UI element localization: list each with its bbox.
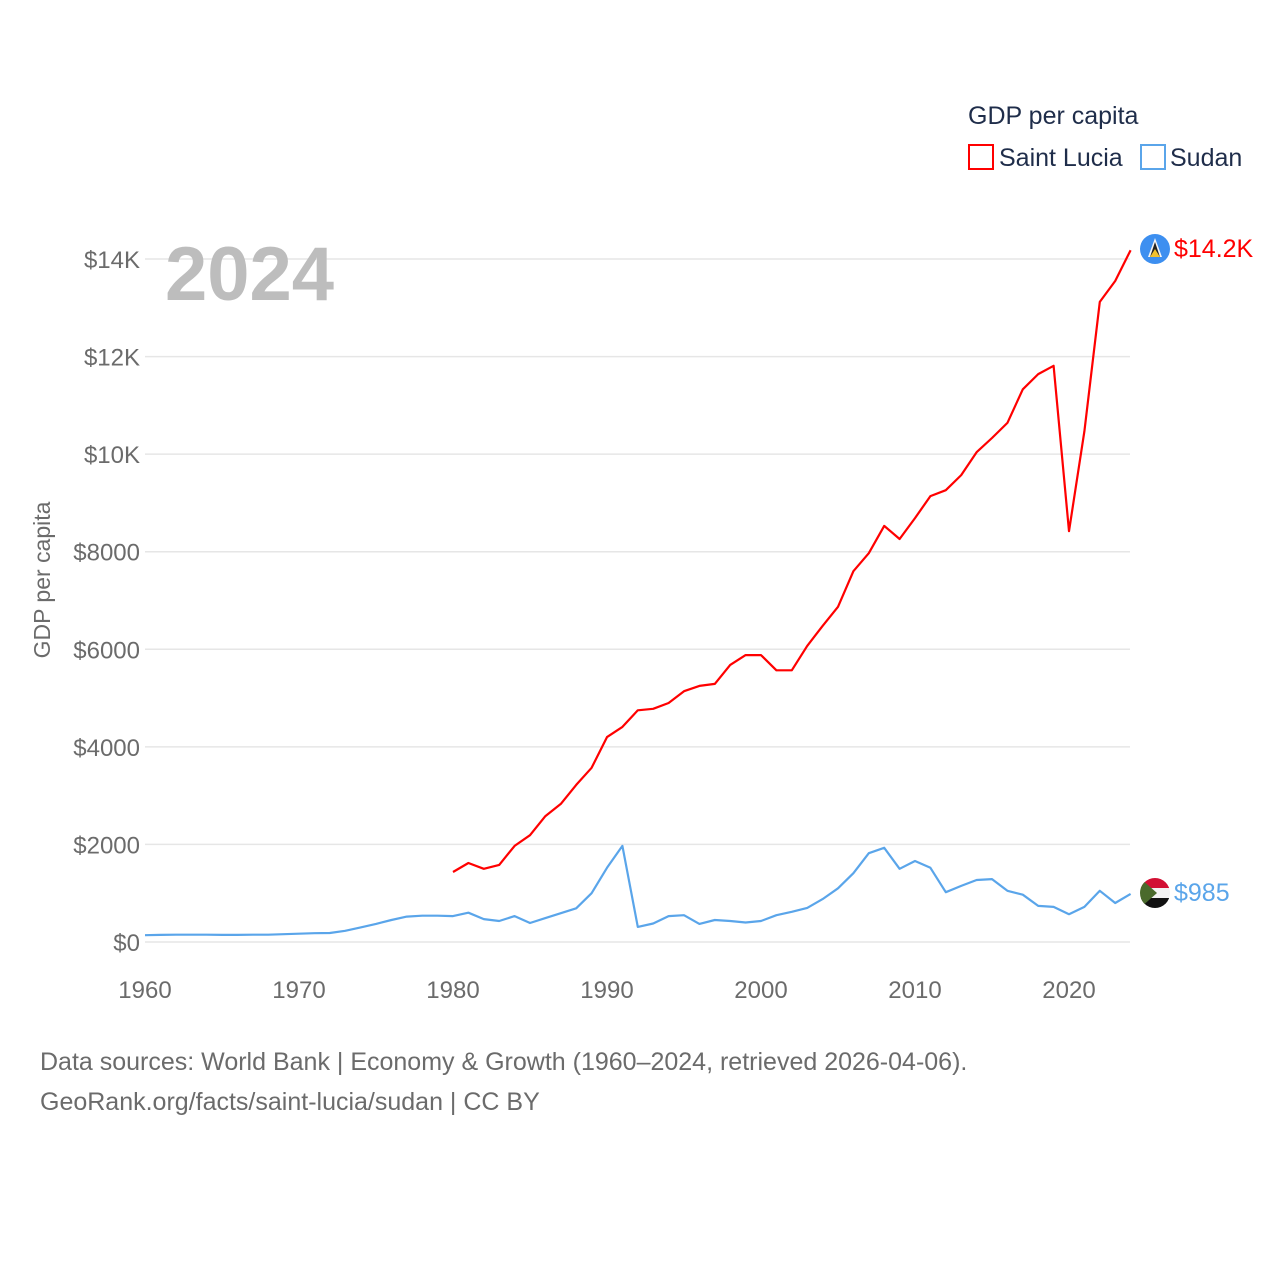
y-tick-label: $14K — [84, 247, 140, 274]
y-tick-label: $10K — [84, 442, 140, 469]
footer: Data sources: World Bank | Economy & Gro… — [40, 1042, 967, 1122]
series-line-saint-lucia — [452, 249, 1132, 873]
x-axis: 1960 1970 1980 1990 2000 2010 2020 — [118, 977, 1095, 1004]
end-markers: $14.2K $985 — [1140, 234, 1254, 908]
year-title: 2024 — [165, 232, 334, 317]
legend: GDP per capita Saint Lucia Sudan — [968, 102, 1242, 172]
x-tick-label: 1960 — [118, 977, 171, 1004]
x-tick-label: 1970 — [272, 977, 325, 1004]
legend-label-saint-lucia[interactable]: Saint Lucia — [999, 144, 1123, 172]
legend-swatch-saint-lucia — [968, 144, 994, 170]
x-tick-label: 1990 — [580, 977, 633, 1004]
x-tick-label: 2010 — [888, 977, 941, 1004]
data-source-line: Data sources: World Bank | Economy & Gro… — [40, 1048, 968, 1076]
y-tick-label: $8000 — [73, 540, 140, 567]
x-tick-label: 2000 — [734, 977, 787, 1004]
y-tick-label: $2000 — [73, 832, 140, 859]
y-axis-title: GDP per capita — [29, 501, 55, 658]
y-tick-label: $6000 — [73, 637, 140, 664]
sudan-end-label: $985 — [1174, 879, 1230, 907]
x-tick-label: 2020 — [1042, 977, 1095, 1004]
y-tick-label: $12K — [84, 345, 140, 372]
saint-lucia-end-label: $14.2K — [1174, 235, 1254, 263]
legend-swatch-sudan — [1140, 144, 1166, 170]
y-tick-label: $0 — [113, 930, 140, 957]
attribution-line[interactable]: GeoRank.org/facts/saint-lucia/sudan | CC… — [40, 1088, 540, 1116]
y-tick-label: $4000 — [73, 735, 140, 762]
legend-title: GDP per capita — [968, 102, 1139, 130]
series-line-sudan — [144, 844, 1132, 937]
legend-label-sudan[interactable]: Sudan — [1170, 144, 1242, 172]
series-lines — [144, 249, 1132, 937]
y-axis: $0 $2000 $4000 $6000 $8000 $10K $12K $14K — [73, 247, 140, 957]
grid — [145, 258, 1130, 943]
x-tick-label: 1980 — [426, 977, 479, 1004]
sudan-flag-icon — [1140, 878, 1170, 908]
saint-lucia-flag-icon — [1140, 234, 1170, 264]
